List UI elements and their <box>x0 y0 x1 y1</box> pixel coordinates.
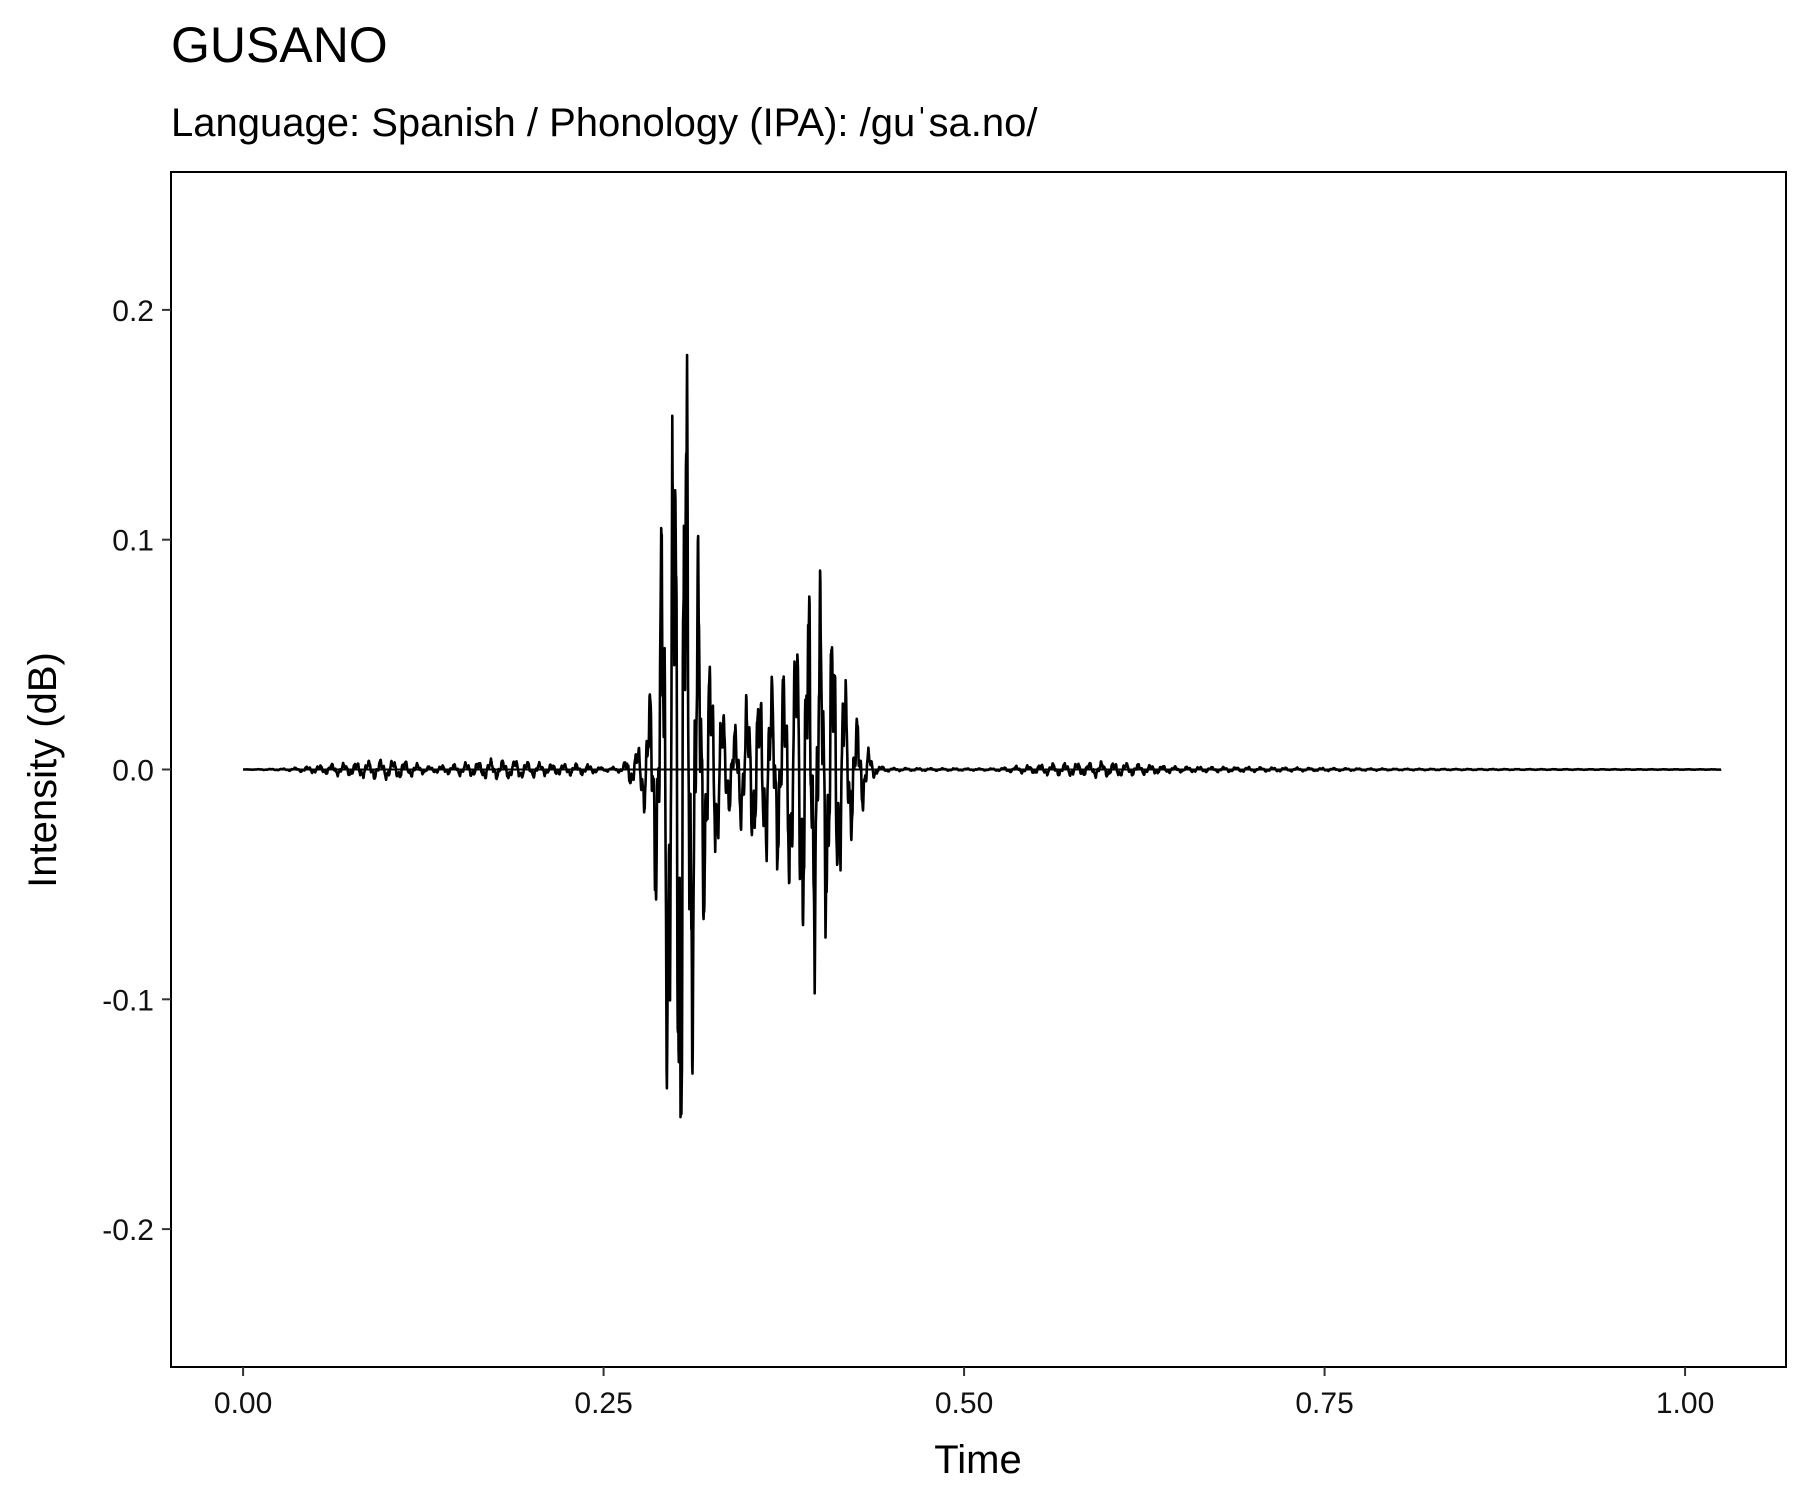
x-tick-label: 0.50 <box>935 1387 993 1420</box>
x-axis-title: Time <box>934 1438 1021 1482</box>
x-tick-label: 0.75 <box>1295 1387 1353 1420</box>
x-axis-ticks: 0.00 0.25 0.50 0.75 1.00 <box>214 1367 1714 1420</box>
chart-title: GUSANO <box>171 17 388 73</box>
y-tick-label: 0.0 <box>112 755 154 788</box>
chart-subtitle: Language: Spanish / Phonology (IPA): /gu… <box>171 101 1038 145</box>
x-tick-label: 1.00 <box>1656 1387 1714 1420</box>
y-tick-label: 0.1 <box>112 525 154 558</box>
y-tick-label: -0.2 <box>102 1214 154 1247</box>
y-axis-title: Intensity (dB) <box>21 652 65 888</box>
x-tick-label: 0.25 <box>574 1387 632 1420</box>
x-tick-label: 0.00 <box>214 1387 272 1420</box>
y-tick-label: -0.1 <box>102 984 154 1017</box>
waveform-series <box>242 353 1723 1119</box>
y-tick-label: 0.2 <box>112 295 154 328</box>
y-axis-ticks: 0.2 0.1 0.0 -0.1 -0.2 <box>102 295 171 1247</box>
